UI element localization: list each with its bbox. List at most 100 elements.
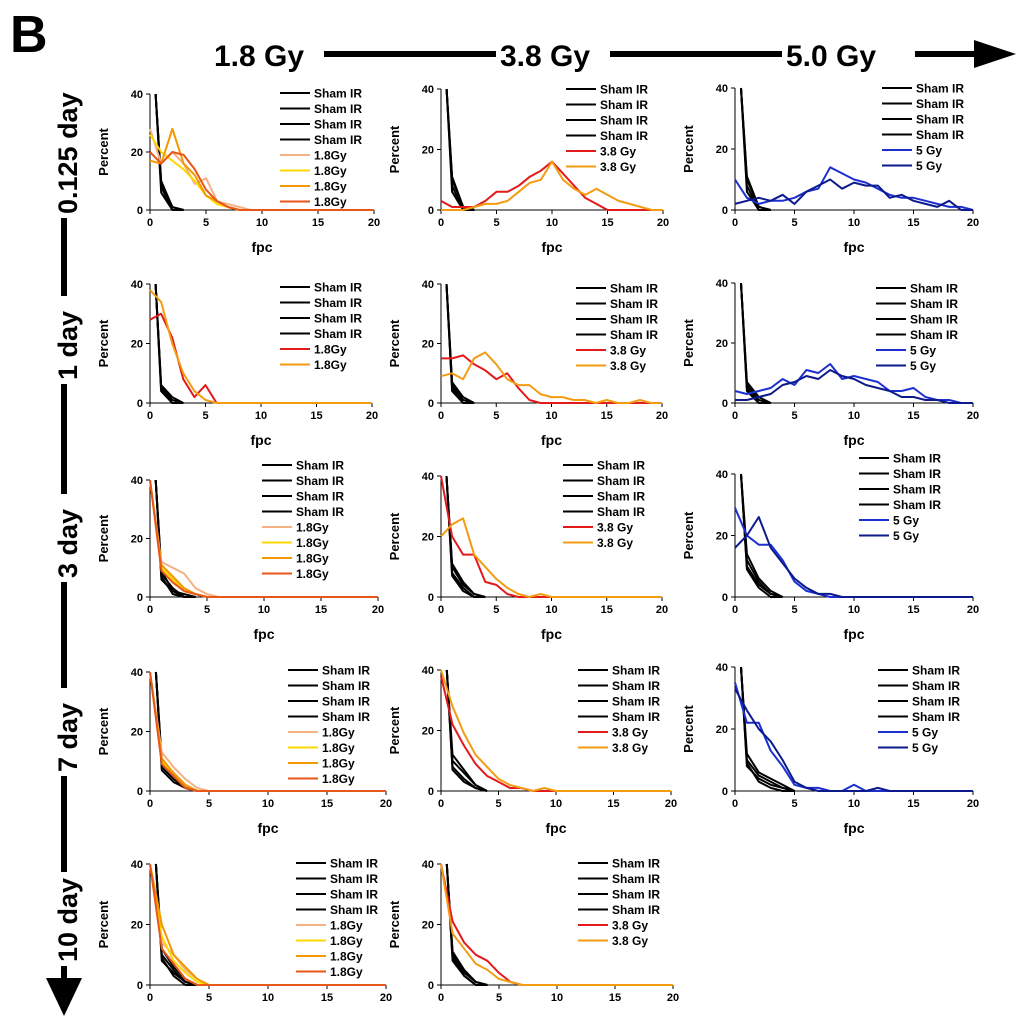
x-tick-label: 0 bbox=[147, 992, 153, 1004]
y-axis-label: Percent bbox=[96, 514, 111, 562]
y-tick-label: 20 bbox=[716, 724, 728, 736]
series-line bbox=[734, 688, 973, 792]
y-tick-label: 40 bbox=[422, 279, 434, 291]
series-line bbox=[440, 475, 662, 598]
legend-label: 3.8 Gy bbox=[612, 741, 648, 755]
y-tick-label: 0 bbox=[428, 592, 434, 604]
y-tick-label: 40 bbox=[716, 278, 728, 290]
x-tick-label: 10 bbox=[848, 798, 860, 810]
x-tick-label: 15 bbox=[907, 604, 919, 616]
y-tick-label: 20 bbox=[422, 726, 434, 738]
y-tick-label: 20 bbox=[131, 339, 143, 351]
series-line bbox=[149, 863, 386, 986]
legend-label: Sham IR bbox=[893, 467, 941, 481]
legend-label: 1.8Gy bbox=[330, 950, 363, 964]
x-axis-label: fpc bbox=[542, 239, 563, 255]
y-tick-label: 0 bbox=[428, 398, 434, 410]
legend-label: 5 Gy bbox=[893, 514, 919, 528]
x-tick-label: 5 bbox=[493, 217, 499, 229]
legend-label: 5 Gy bbox=[893, 529, 919, 543]
x-tick-label: 10 bbox=[545, 410, 557, 422]
series-group bbox=[149, 283, 372, 404]
legend-label: Sham IR bbox=[610, 297, 658, 311]
legend-label: Sham IR bbox=[600, 83, 648, 97]
legend-label: 1.8Gy bbox=[330, 919, 363, 933]
x-tick-label: 20 bbox=[667, 992, 679, 1004]
time-label-7: 7 day bbox=[53, 703, 83, 772]
y-axis-label: Percent bbox=[387, 706, 402, 754]
series-line bbox=[734, 178, 973, 211]
series-line bbox=[154, 93, 184, 211]
legend-label: Sham IR bbox=[322, 710, 370, 724]
x-tick-label: 0 bbox=[438, 604, 444, 616]
series-line bbox=[440, 351, 662, 404]
series-line bbox=[734, 363, 973, 404]
legend-label: Sham IR bbox=[322, 664, 370, 678]
x-tick-label: 20 bbox=[967, 410, 979, 422]
x-tick-label: 15 bbox=[601, 217, 613, 229]
x-tick-label: 10 bbox=[551, 992, 563, 1004]
legend-label: Sham IR bbox=[600, 129, 648, 143]
y-tick-label: 20 bbox=[716, 338, 728, 350]
legend-label: Sham IR bbox=[314, 281, 362, 295]
x-tick-label: 5 bbox=[493, 410, 499, 422]
x-tick-label: 10 bbox=[545, 604, 557, 616]
x-tick-label: 0 bbox=[732, 604, 738, 616]
series-line bbox=[441, 160, 663, 211]
series-line bbox=[445, 669, 488, 792]
legend-label: 1.8Gy bbox=[330, 934, 363, 948]
legend-label: Sham IR bbox=[597, 505, 645, 519]
y-axis-label: Percent bbox=[96, 900, 111, 948]
y-axis-label: Percent bbox=[387, 900, 402, 948]
x-tick-label: 5 bbox=[791, 604, 797, 616]
series-line bbox=[154, 671, 198, 792]
legend-label: Sham IR bbox=[330, 857, 378, 871]
series-group bbox=[440, 88, 663, 211]
time-arrow-head bbox=[46, 978, 82, 1016]
legend-label: 1.8Gy bbox=[296, 567, 329, 581]
series-line bbox=[735, 369, 973, 404]
x-axis-label: fpc bbox=[258, 820, 279, 836]
x-tick-label: 5 bbox=[496, 992, 502, 1004]
series-line bbox=[445, 283, 475, 404]
legend-label: Sham IR bbox=[916, 97, 964, 111]
legend-label: 1.8Gy bbox=[314, 195, 347, 209]
y-tick-label: 0 bbox=[722, 786, 728, 798]
series-line bbox=[445, 283, 475, 404]
legend-label: 1.8Gy bbox=[314, 180, 347, 194]
y-tick-label: 0 bbox=[428, 980, 434, 992]
y-axis-label: Percent bbox=[681, 318, 696, 366]
legend-label: 1.8Gy bbox=[322, 726, 355, 740]
x-tick-label: 0 bbox=[438, 410, 444, 422]
series-line bbox=[740, 282, 771, 404]
x-tick-label: 15 bbox=[601, 410, 613, 422]
series-line bbox=[154, 671, 198, 792]
y-tick-label: 0 bbox=[137, 980, 143, 992]
y-tick-label: 40 bbox=[131, 667, 143, 679]
legend-label: Sham IR bbox=[612, 888, 660, 902]
y-tick-label: 40 bbox=[716, 662, 728, 674]
legend-label: 1.8Gy bbox=[314, 149, 347, 163]
dose-label-2: 3.8 Gy bbox=[500, 40, 590, 73]
series-line bbox=[445, 669, 488, 792]
legend-label: Sham IR bbox=[597, 490, 645, 504]
x-tick-label: 15 bbox=[907, 798, 919, 810]
legend-label: Sham IR bbox=[910, 313, 958, 327]
x-tick-label: 5 bbox=[791, 217, 797, 229]
legend-label: 1.8Gy bbox=[314, 164, 347, 178]
series-line bbox=[734, 166, 974, 211]
x-axis-label: fpc bbox=[251, 432, 272, 448]
legend-label: Sham IR bbox=[612, 695, 660, 709]
y-axis-label: Percent bbox=[681, 124, 696, 172]
legend-label: Sham IR bbox=[314, 87, 362, 101]
series-line bbox=[149, 671, 386, 792]
y-tick-label: 20 bbox=[131, 920, 143, 932]
